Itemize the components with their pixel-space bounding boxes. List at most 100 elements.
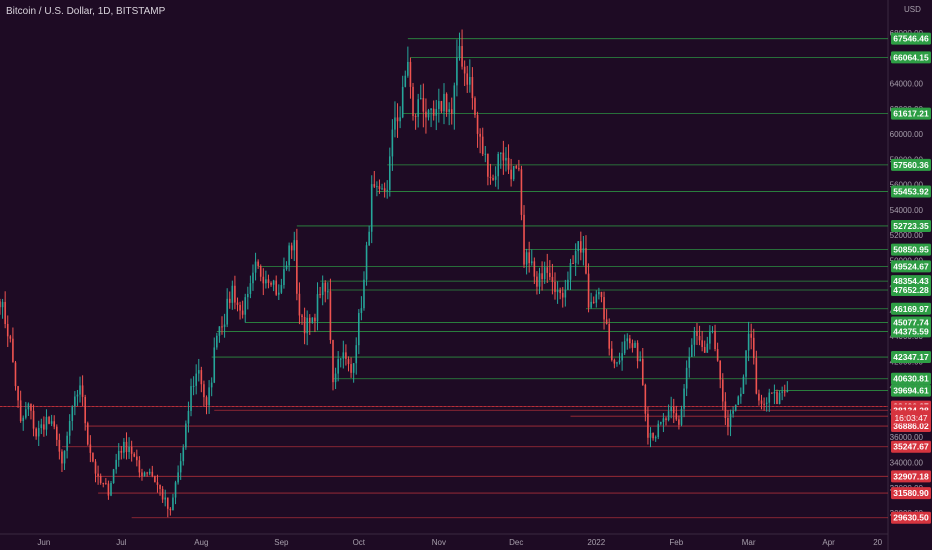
candle-body[interactable] (386, 189, 389, 191)
candle-body[interactable] (200, 370, 203, 385)
candle-body[interactable] (40, 424, 43, 429)
candle-body[interactable] (641, 359, 644, 385)
candle-body[interactable] (453, 85, 456, 114)
candle-body[interactable] (458, 46, 461, 58)
candle-body[interactable] (187, 410, 190, 424)
candle-body[interactable] (383, 188, 386, 191)
candle-body[interactable] (670, 406, 672, 412)
candle-body[interactable] (512, 166, 515, 180)
candle-body[interactable] (487, 153, 489, 177)
candle-body[interactable] (6, 323, 9, 337)
candle-body[interactable] (515, 166, 518, 169)
candle-body[interactable] (125, 441, 128, 453)
candle-body[interactable] (543, 267, 546, 280)
candle-body[interactable] (156, 482, 159, 485)
candle-body[interactable] (502, 152, 505, 161)
candle-body[interactable] (216, 335, 218, 348)
candle-body[interactable] (197, 370, 200, 374)
candle-body[interactable] (1, 301, 4, 308)
candle-body[interactable] (58, 439, 61, 452)
candle-body[interactable] (192, 385, 195, 387)
candle-body[interactable] (608, 323, 611, 349)
candle-body[interactable] (662, 418, 665, 422)
candle-body[interactable] (218, 326, 221, 336)
candle-body[interactable] (567, 279, 569, 290)
candle-body[interactable] (102, 482, 105, 484)
candle-body[interactable] (4, 301, 6, 324)
candle-body[interactable] (303, 316, 306, 334)
candle-body[interactable] (195, 373, 197, 386)
candle-body[interactable] (373, 184, 376, 187)
candle-body[interactable] (275, 280, 278, 295)
candle-body[interactable] (81, 385, 84, 397)
candle-body[interactable] (350, 364, 352, 373)
candle-body[interactable] (61, 451, 63, 464)
candle-body[interactable] (683, 388, 685, 409)
candle-body[interactable] (631, 343, 634, 348)
candle-body[interactable] (138, 460, 141, 473)
candle-body[interactable] (528, 252, 530, 264)
candle-body[interactable] (396, 117, 399, 122)
candle-body[interactable] (213, 347, 216, 383)
candle-body[interactable] (494, 176, 497, 180)
candle-body[interactable] (727, 418, 729, 427)
candle-body[interactable] (45, 416, 48, 430)
candle-body[interactable] (701, 340, 703, 347)
candle-body[interactable] (489, 176, 492, 178)
candle-body[interactable] (146, 472, 148, 474)
candle-body[interactable] (172, 497, 174, 511)
candle-body[interactable] (476, 114, 479, 134)
candle-body[interactable] (239, 304, 241, 311)
candle-body[interactable] (115, 459, 117, 470)
candle-body[interactable] (99, 476, 102, 483)
candle-body[interactable] (755, 358, 758, 394)
candle-body[interactable] (438, 101, 440, 109)
candle-body[interactable] (141, 472, 143, 477)
candle-body[interactable] (277, 292, 280, 295)
candle-body[interactable] (587, 273, 590, 308)
candle-body[interactable] (319, 294, 321, 296)
candle-body[interactable] (27, 403, 30, 410)
candle-body[interactable] (301, 315, 303, 317)
candle-body[interactable] (257, 261, 259, 267)
candle-body[interactable] (262, 276, 265, 284)
candle-body[interactable] (546, 267, 549, 273)
candle-body[interactable] (97, 473, 99, 477)
candle-body[interactable] (86, 423, 89, 445)
candle-body[interactable] (765, 402, 768, 404)
candle-body[interactable] (783, 391, 786, 393)
candle-body[interactable] (265, 279, 267, 284)
candle-body[interactable] (185, 423, 187, 448)
candle-body[interactable] (210, 382, 213, 388)
candle-body[interactable] (471, 77, 474, 99)
candle-body[interactable] (569, 262, 572, 280)
candle-body[interactable] (450, 109, 453, 114)
candle-body[interactable] (32, 410, 35, 429)
candle-body[interactable] (556, 290, 559, 293)
candle-body[interactable] (760, 400, 763, 404)
candle-body[interactable] (368, 231, 370, 246)
candle-body[interactable] (159, 484, 161, 489)
candle-body[interactable] (316, 294, 319, 322)
candle-body[interactable] (355, 345, 358, 364)
candle-body[interactable] (92, 452, 94, 462)
candle-body[interactable] (22, 417, 25, 422)
candle-body[interactable] (130, 446, 133, 454)
candle-body[interactable] (595, 294, 598, 303)
time-axis[interactable]: Jun Jul Aug Sep Oct Nov Dec 2022 Feb Mar Apr 20 (37, 538, 882, 547)
candle-body[interactable] (781, 391, 783, 393)
candle-body[interactable] (17, 386, 19, 401)
candle-body[interactable] (174, 482, 177, 498)
candle-body[interactable] (551, 276, 554, 282)
candle-body[interactable] (461, 46, 463, 67)
candle-body[interactable] (654, 437, 657, 439)
candle-body[interactable] (747, 333, 750, 351)
candle-body[interactable] (763, 403, 765, 405)
candle-body[interactable] (311, 317, 314, 323)
candle-body[interactable] (190, 386, 192, 411)
candle-body[interactable] (123, 441, 125, 453)
candle-body[interactable] (363, 279, 365, 309)
candle-body[interactable] (693, 331, 696, 345)
candle-body[interactable] (582, 248, 585, 253)
candle-body[interactable] (293, 240, 296, 251)
